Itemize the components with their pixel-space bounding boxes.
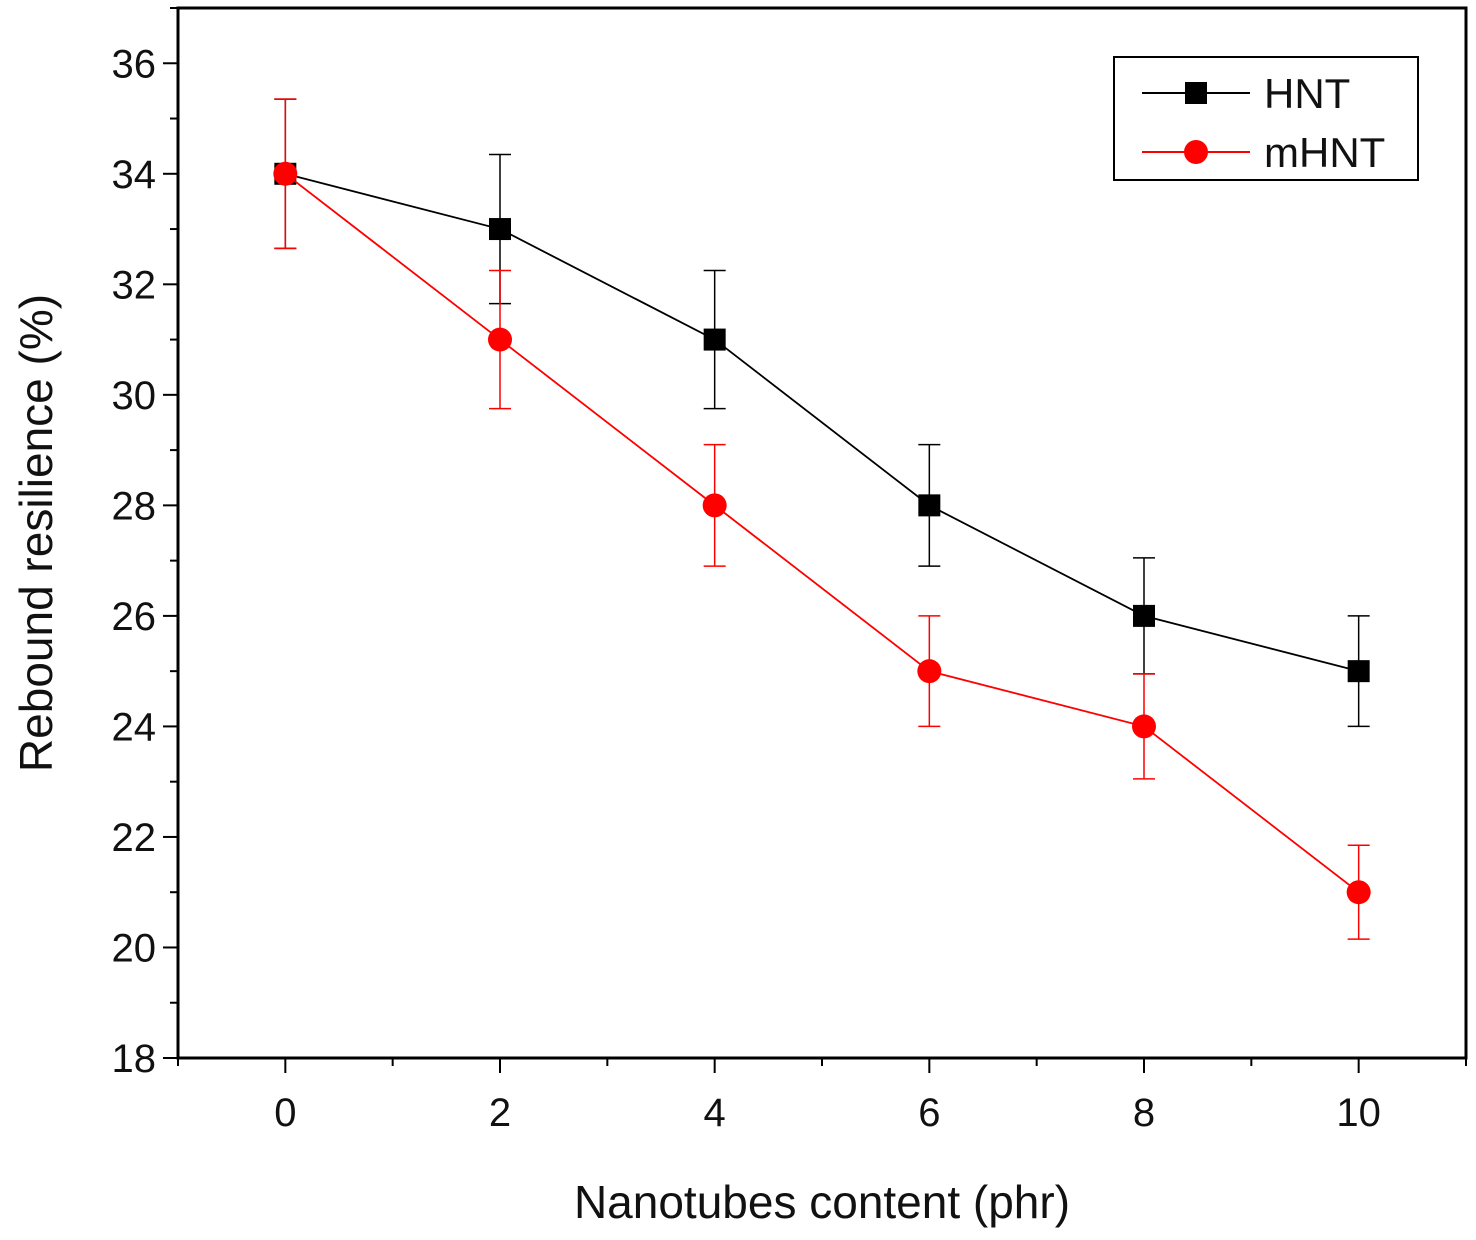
data-point-mhnt [1346,880,1371,905]
data-point-mhnt [702,493,727,518]
data-point-hnt [489,218,511,241]
legend-label-hnt: HNT [1264,70,1350,117]
y-tick-label: 30 [112,374,157,418]
legend-label-mhnt: mHNT [1264,129,1385,176]
data-point-mhnt [917,659,942,684]
data-point-hnt [918,494,941,517]
x-axis: 0 2 4 6 8 10 [177,1058,1467,1135]
y-tick-label: 28 [112,484,157,528]
x-tick-label: 10 [1336,1091,1381,1135]
y-tick-label: 20 [112,926,157,970]
x-tick-label: 2 [489,1091,511,1135]
y-tick-label: 22 [112,816,157,860]
y-tick-label: 34 [112,153,157,197]
data-point-mhnt [273,161,298,186]
data-point-hnt [703,328,726,351]
series-layer [273,98,1371,940]
series-mhnt [273,98,1371,940]
legend-box [1113,56,1419,181]
data-point-mhnt [488,327,512,352]
y-tick-label: 26 [112,595,157,639]
y-axis: 18 20 22 24 26 28 30 32 34 36 [112,7,178,1081]
x-tick-label: 6 [918,1091,940,1135]
y-axis-title: Rebound resilience (%) [10,294,62,772]
y-tick-label: 24 [112,705,157,749]
series-hnt [274,98,1370,728]
y-tick-label: 32 [112,263,157,307]
legend: HNT mHNT [1113,56,1419,181]
x-axis-title: Nanotubes content (phr) [574,1176,1070,1228]
data-point-hnt [1347,660,1370,683]
x-tick-label: 8 [1133,1091,1155,1135]
legend-marker-hnt [1185,82,1207,104]
series-line-mhnt [284,173,1360,893]
data-point-mhnt [1132,714,1156,739]
y-tick-label: 36 [112,42,157,86]
x-tick-label: 0 [274,1091,296,1135]
y-tick-label: 18 [112,1037,157,1081]
data-point-hnt [1133,604,1155,627]
series-line-hnt [285,172,1359,673]
legend-marker-mhnt [1184,140,1208,164]
x-tick-label: 4 [704,1091,726,1135]
